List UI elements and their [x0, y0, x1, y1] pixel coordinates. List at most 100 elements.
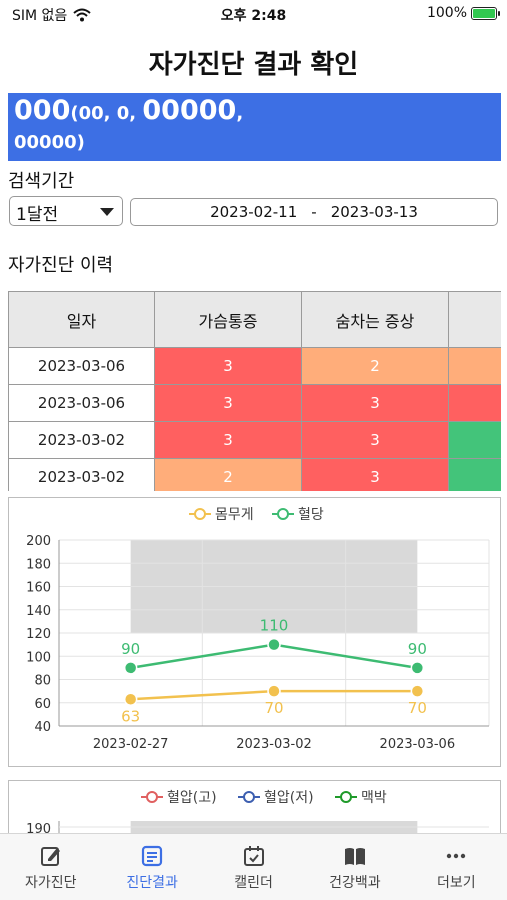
- data-point: [410, 684, 425, 698]
- tab-calendar[interactable]: 캘린더: [203, 834, 304, 900]
- y-tick-label: 180: [26, 557, 51, 572]
- tab-health-encyclopedia[interactable]: 건강백과: [304, 834, 405, 900]
- tab-label: 자가진단: [24, 875, 77, 891]
- data-label: 90: [408, 640, 427, 658]
- bottom-tab-bar: 자가진단 진단결과 캘린더 건강백과 더보기: [0, 833, 507, 900]
- tab-label: 건강백과: [329, 875, 381, 891]
- col-header-breathless: 숨차는 증상: [301, 291, 449, 348]
- tab-label: 진단결과: [126, 875, 178, 891]
- table-row[interactable]: 2023-03-06 3 3: [8, 384, 501, 422]
- cell-breathless: 2: [301, 347, 449, 385]
- cell-date: 2023-03-02: [8, 458, 155, 491]
- table-row[interactable]: 2023-03-02 3 3: [8, 421, 501, 459]
- chart1-svg: 40 60 80 100 120 140 160 180 200 2023-02-27 2023-0…: [26, 507, 490, 752]
- document-list-icon: [142, 845, 163, 867]
- col-header-4: 발: [448, 291, 501, 348]
- period-select[interactable]: 1달전: [9, 196, 123, 226]
- cell-chest-pain: 3: [154, 384, 302, 422]
- banner-name: 000: [14, 95, 71, 126]
- data-label: 110: [260, 617, 289, 635]
- y-tick-label: 60: [34, 697, 51, 712]
- caret-down-icon: [100, 208, 114, 216]
- data-label: 90: [121, 640, 140, 658]
- legend-label: 혈당: [298, 507, 324, 523]
- banner-line2-tail: ): [76, 132, 85, 153]
- cell-chest-pain: 3: [154, 421, 302, 459]
- wifi-icon: [73, 8, 91, 22]
- status-bar: SIM 없음 오후 2:48 100%: [0, 0, 507, 28]
- tab-diagnosis-result[interactable]: 진단결과: [101, 834, 202, 900]
- status-left: SIM 없음: [12, 5, 91, 25]
- legend-label: 혈압(저): [264, 790, 314, 806]
- y-tick-label: 100: [26, 650, 51, 665]
- tab-label: 더보기: [437, 875, 476, 891]
- legend-marker: [146, 791, 158, 803]
- data-label: 70: [408, 699, 427, 717]
- y-tick-label: 140: [26, 604, 51, 619]
- history-table[interactable]: 일자 가슴통증 숨차는 증상 발 2023-03-06 3 2 2023-03-…: [8, 291, 501, 491]
- banner-detail-2: 00000: [142, 95, 237, 126]
- page-title: 자가진단 결과 확인: [148, 50, 359, 80]
- legend-marker: [340, 791, 352, 803]
- date-start: 2023-02-11: [210, 203, 298, 221]
- cell-chest-pain: 2: [154, 458, 302, 491]
- period-label: 검색기간: [8, 171, 75, 192]
- tab-more[interactable]: 더보기: [406, 834, 507, 900]
- data-point: [123, 692, 138, 707]
- cell-date: 2023-03-06: [8, 384, 155, 422]
- data-point: [123, 661, 138, 675]
- tab-self-diagnosis[interactable]: 자가진단: [0, 834, 101, 900]
- legend-marker: [194, 508, 206, 520]
- col-header-chest-pain: 가슴통증: [154, 291, 302, 348]
- cell-col4: [448, 421, 501, 459]
- x-tick-label: 2023-02-27: [93, 737, 169, 752]
- date-range-field[interactable]: 2023-02-11 - 2023-03-13: [130, 198, 498, 226]
- bp-pulse-chart: 190 혈압(고) 혈압(저) 맥박: [8, 780, 501, 840]
- carrier-text: SIM 없음: [12, 8, 68, 24]
- table-header-row: 일자 가슴통증 숨차는 증상 발: [8, 291, 501, 348]
- status-time: 오후 2:48: [220, 8, 287, 24]
- user-info-banner: 000(00, 0, 00000, 00000): [8, 93, 501, 161]
- legend-label: 몸무게: [215, 507, 254, 523]
- history-label: 자가진단 이력: [8, 255, 114, 276]
- x-tick-label: 2023-03-06: [380, 737, 456, 752]
- cell-breathless: 3: [301, 421, 449, 459]
- data-point: [410, 661, 425, 675]
- cell-breathless: 3: [301, 384, 449, 422]
- calendar-check-icon: [243, 846, 264, 866]
- table-row[interactable]: 2023-03-02 2 3: [8, 458, 501, 491]
- cell-date: 2023-03-02: [8, 421, 155, 459]
- legend-marker: [277, 508, 289, 520]
- cell-col4: [448, 384, 501, 422]
- data-label: 70: [264, 699, 283, 717]
- battery-percent: 100%: [426, 5, 467, 21]
- banner-detail-1: (00, 0,: [70, 103, 143, 124]
- cell-col4: [448, 458, 501, 491]
- y-tick-label: 160: [26, 581, 51, 596]
- edit-note-icon: [40, 847, 60, 866]
- table-row[interactable]: 2023-03-06 3 2: [8, 347, 501, 385]
- status-right: 100%: [426, 5, 500, 21]
- cell-col4: [448, 347, 501, 385]
- data-point: [267, 637, 281, 652]
- cell-breathless: 3: [301, 458, 449, 491]
- y-tick-label: 120: [26, 627, 51, 642]
- legend-label: 맥박: [361, 790, 387, 806]
- data-point: [267, 684, 281, 698]
- period-select-value: 1달전: [16, 205, 59, 225]
- cell-chest-pain: 3: [154, 347, 302, 385]
- book-icon: [344, 848, 365, 865]
- y-tick-label: 80: [34, 674, 51, 689]
- banner-detail-3: ,: [236, 103, 244, 124]
- date-end: 2023-03-13: [330, 203, 418, 221]
- y-tick-label: 200: [26, 534, 51, 549]
- x-tick-label: 2023-03-02: [236, 737, 312, 752]
- date-separator: -: [311, 203, 317, 221]
- weight-glucose-chart: 40 60 80 100 120 140 160 180 200 2023-02-27 2023-0…: [8, 497, 501, 767]
- battery-icon: [471, 6, 500, 20]
- tab-label: 캘린더: [234, 875, 273, 891]
- legend-marker: [243, 791, 255, 803]
- cell-date: 2023-03-06: [8, 347, 155, 385]
- more-dots-icon: [447, 853, 466, 859]
